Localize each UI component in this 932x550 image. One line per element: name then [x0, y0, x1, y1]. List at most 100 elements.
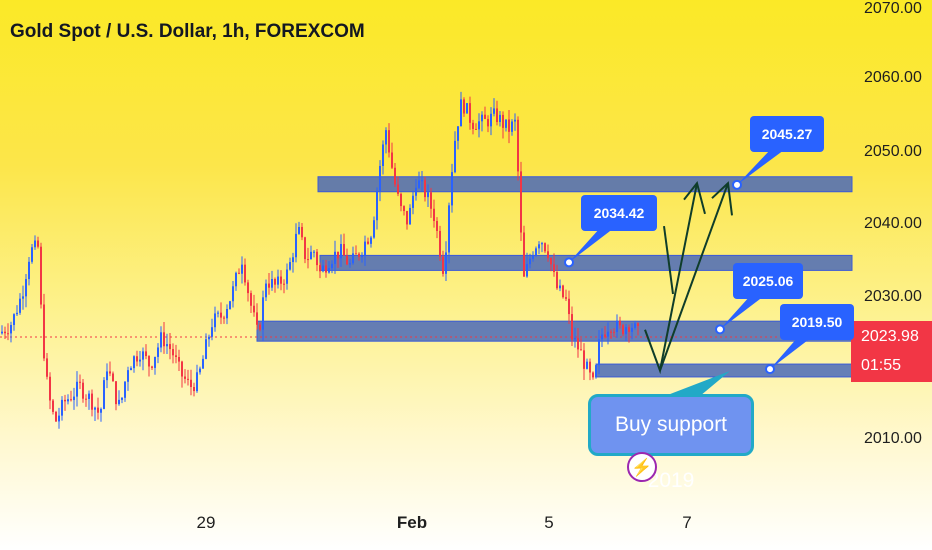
candle-body [211, 327, 213, 337]
candle-body [589, 361, 591, 373]
current-price-value: 2023.98 [861, 328, 919, 345]
candle-body [106, 371, 108, 381]
candle-body [1, 331, 3, 334]
candle-body [523, 232, 525, 277]
support-resistance-zone [256, 320, 853, 342]
candle-body [130, 368, 132, 371]
callout-pointer [770, 337, 812, 370]
candle-body [604, 334, 606, 337]
candle-body [526, 264, 528, 277]
candle-body [361, 255, 363, 257]
candle-body [67, 399, 69, 402]
candle-body [454, 140, 456, 173]
candle-body [379, 165, 381, 191]
candle-body [19, 298, 21, 313]
candle-body [571, 314, 573, 340]
candle-body [52, 400, 54, 412]
candle-body [529, 258, 531, 265]
candle-body [634, 323, 636, 328]
candle-body [139, 359, 141, 362]
candle-body [154, 356, 156, 368]
candle-body [193, 387, 195, 392]
candle-body [595, 365, 597, 378]
y-tick-label: 2030.00 [864, 288, 922, 305]
candle-body [469, 103, 471, 123]
candle-body [121, 397, 123, 400]
candle-body [400, 193, 402, 207]
candle-body [496, 108, 498, 123]
price-callout[interactable]: 2019.50 [780, 304, 854, 340]
candle-body [262, 297, 264, 330]
candle-body [136, 356, 138, 362]
candle-body [568, 298, 570, 315]
price-callout[interactable]: 2025.06 [733, 263, 803, 299]
candle-body [118, 399, 120, 405]
arrow-head [711, 181, 733, 216]
candle-body [172, 349, 174, 356]
candle-body [484, 114, 486, 119]
candle-body [577, 337, 579, 350]
candle-body [421, 180, 423, 182]
candle-body [427, 192, 429, 198]
candle-body [448, 205, 450, 253]
y-tick-label: 2070.00 [864, 0, 922, 17]
candle-body [169, 344, 171, 350]
candle-body [247, 282, 249, 294]
callout-pointer [569, 228, 614, 263]
candle-body [622, 325, 624, 335]
candle-body [295, 233, 297, 258]
candle-body [637, 323, 639, 326]
candle-body [502, 114, 504, 128]
candle-body [520, 171, 522, 233]
candle-body [370, 237, 372, 244]
callout-anchor [732, 179, 742, 190]
candle-body [457, 126, 459, 141]
candle-body [205, 339, 207, 359]
candle-body [478, 121, 480, 130]
candle-body [166, 344, 168, 347]
lightning-bolt-icon[interactable]: ⚡ [627, 452, 657, 482]
candle-body [208, 336, 210, 340]
candle-body [286, 269, 288, 284]
candle-body [424, 180, 426, 198]
candle-body [349, 263, 351, 265]
candle-body [340, 244, 342, 259]
candle-body [268, 283, 270, 288]
candle-body [619, 320, 621, 326]
candle-body [283, 283, 285, 285]
candle-body [292, 257, 294, 263]
candle-body [16, 312, 18, 315]
candle-body [385, 130, 387, 145]
candle-body [490, 113, 492, 127]
candle-body [580, 349, 582, 351]
projection-wave [663, 225, 674, 295]
price-callout[interactable]: 2034.42 [581, 195, 657, 231]
candle-body [481, 114, 483, 122]
candle-body [235, 272, 237, 287]
candle-body [433, 208, 435, 222]
candle-body [442, 256, 444, 274]
x-tick-label: Feb [396, 513, 428, 532]
candle-body [34, 240, 36, 248]
candle-body [307, 259, 309, 261]
buy-support-annotation[interactable]: Buy support 2019 [588, 394, 754, 492]
candle-body [4, 331, 6, 334]
candle-body [178, 356, 180, 362]
candle-body [532, 255, 534, 259]
candle-body [25, 279, 27, 297]
candle-body [271, 279, 273, 288]
y-tick-label: 2050.00 [864, 143, 922, 160]
candle-body [616, 320, 618, 332]
callout-pointer [720, 296, 764, 330]
candle-body [70, 399, 72, 401]
candle-body [625, 327, 627, 335]
candle-body [538, 244, 540, 249]
candle-body [388, 130, 390, 153]
candle-body [40, 246, 42, 305]
candle-body [142, 351, 144, 360]
callout-anchor [564, 257, 574, 268]
candle-body [196, 372, 198, 392]
price-callout[interactable]: 2045.27 [750, 116, 824, 152]
